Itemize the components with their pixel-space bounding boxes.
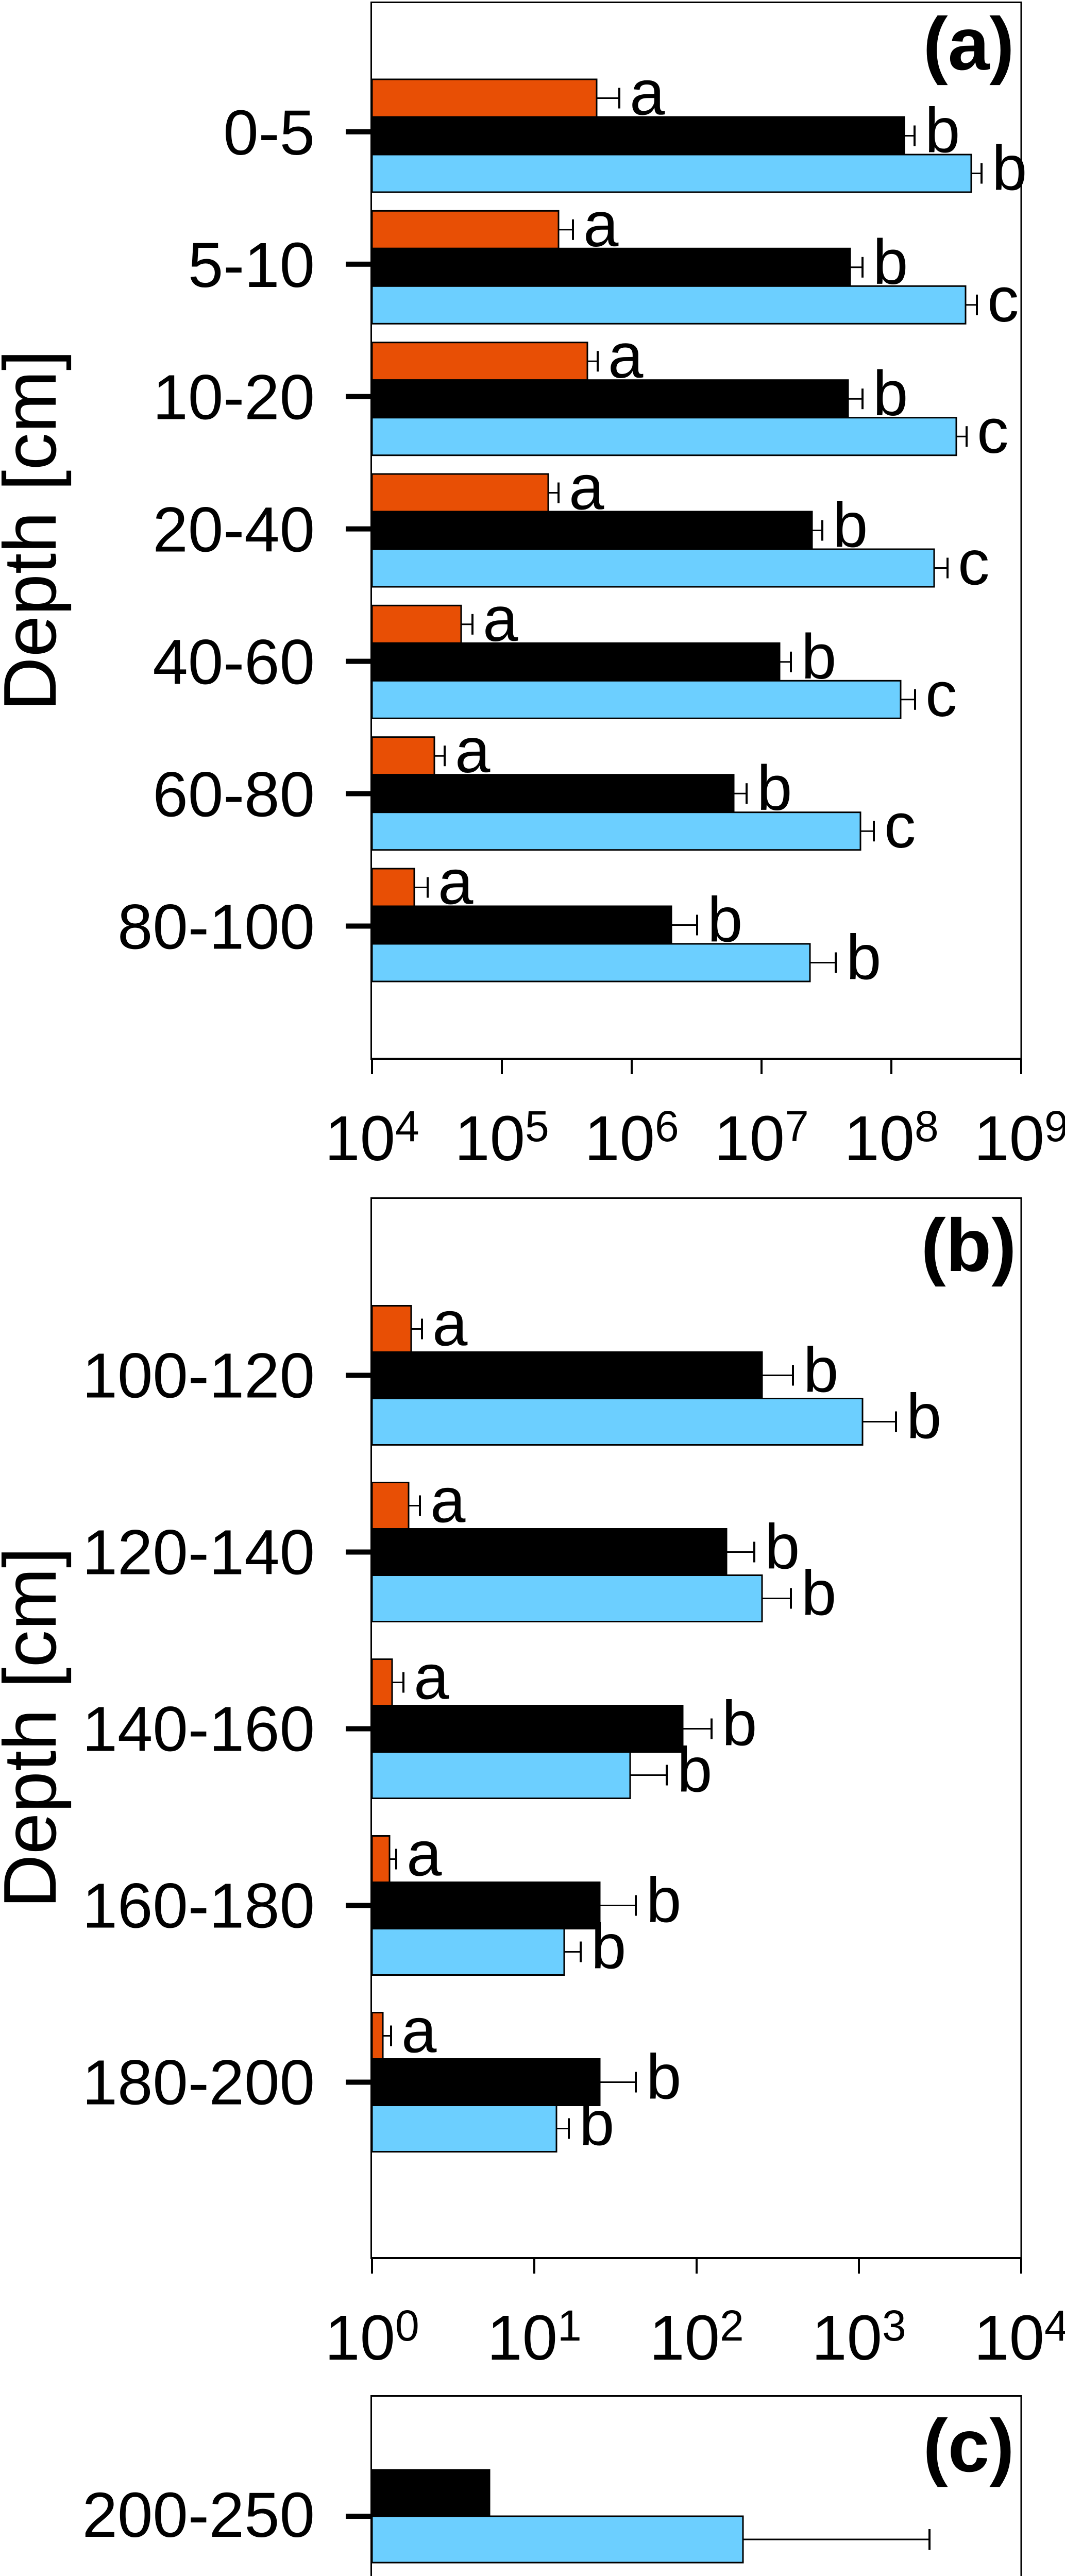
svg-text:(c): (c) [923, 2404, 1014, 2487]
svg-text:a: a [414, 1642, 449, 1713]
svg-text:Depth [cm]: Depth [cm] [0, 1547, 72, 1908]
svg-text:101: 101 [487, 2301, 582, 2374]
svg-text:40-60: 40-60 [153, 628, 315, 698]
svg-text:160-180: 160-180 [82, 1871, 315, 1942]
svg-text:10-20: 10-20 [153, 363, 315, 433]
svg-text:80-100: 80-100 [117, 892, 315, 963]
svg-text:b: b [646, 2042, 681, 2113]
svg-text:b: b [801, 1558, 836, 1629]
svg-text:100-120: 100-120 [82, 1341, 315, 1412]
svg-text:5-10: 5-10 [188, 230, 315, 301]
svg-text:b: b [846, 923, 881, 993]
svg-text:a: a [430, 1466, 466, 1536]
svg-text:200-250: 200-250 [82, 2480, 315, 2551]
svg-text:100: 100 [325, 2301, 419, 2374]
svg-text:c: c [884, 791, 916, 861]
svg-text:(b): (b) [921, 1204, 1016, 1287]
svg-text:a: a [432, 1289, 468, 1360]
svg-text:b: b [765, 1512, 800, 1583]
svg-text:c: c [977, 396, 1009, 467]
svg-text:0-5: 0-5 [223, 98, 315, 168]
svg-text:a: a [407, 1819, 442, 1890]
svg-text:120-140: 120-140 [82, 1518, 315, 1588]
svg-text:140-160: 140-160 [82, 1694, 315, 1765]
svg-text:b: b [579, 2089, 614, 2159]
svg-text:(a): (a) [923, 2, 1014, 86]
svg-text:b: b [722, 1689, 757, 1759]
svg-text:60-80: 60-80 [153, 760, 315, 831]
svg-text:b: b [591, 1912, 626, 1982]
svg-text:b: b [906, 1382, 941, 1452]
svg-text:c: c [958, 528, 990, 599]
svg-text:c: c [925, 659, 957, 730]
svg-text:b: b [803, 1335, 838, 1406]
svg-text:b: b [677, 1735, 712, 1806]
svg-text:Depth [cm]: Depth [cm] [0, 350, 72, 711]
svg-text:b: b [646, 1866, 681, 1936]
svg-text:102: 102 [649, 2301, 744, 2374]
svg-text:a: a [401, 1996, 437, 2066]
svg-text:c: c [987, 265, 1019, 335]
svg-text:180-200: 180-200 [82, 2048, 315, 2119]
svg-text:20-40: 20-40 [153, 495, 315, 566]
